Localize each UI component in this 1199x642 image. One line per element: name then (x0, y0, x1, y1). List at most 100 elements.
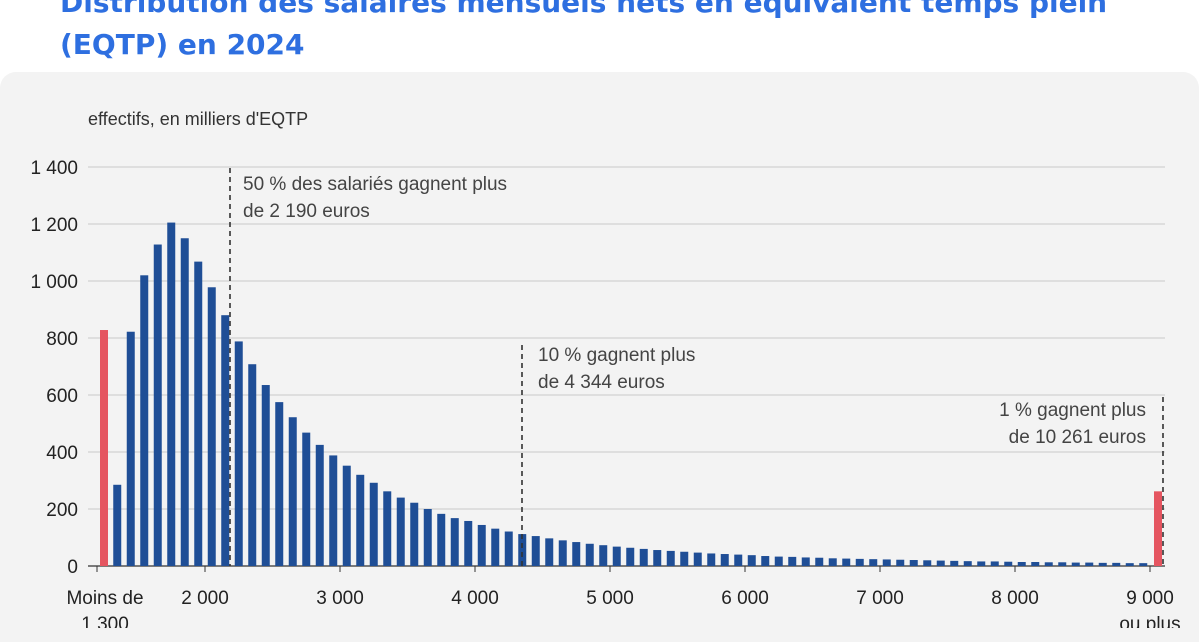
bar (923, 560, 932, 566)
x-tick-label: 6 000 (721, 588, 769, 609)
x-tick-label: 2 000 (181, 588, 229, 609)
bar (950, 560, 959, 566)
bar (194, 261, 203, 566)
bar (315, 444, 324, 566)
bar (275, 402, 284, 566)
bar (288, 417, 297, 566)
x-tick-label: 7 000 (856, 588, 904, 609)
bar (153, 244, 162, 566)
annotations: 50 % des salariés gagnent plus de 2 190 e… (229, 168, 1164, 566)
bar (126, 331, 135, 566)
y-tick-label: 200 (46, 500, 78, 521)
bar (599, 545, 608, 566)
annotation-text: de 10 261 euros (1009, 427, 1146, 448)
x-tick-label: 8 000 (991, 588, 1039, 609)
bar (167, 222, 176, 566)
salary-distribution-chart: effectifs, en milliers d'EQTP 0 200 400 600… (30, 109, 1181, 628)
bar (909, 560, 918, 566)
bar (261, 385, 270, 566)
y-tick-label: 0 (67, 557, 78, 578)
bar (815, 557, 824, 566)
bar (639, 548, 648, 566)
annotation-text: 10 % gagnent plus (538, 345, 695, 366)
bar (1098, 562, 1107, 566)
bar (1071, 562, 1080, 566)
bar (221, 315, 230, 566)
bar (693, 552, 702, 566)
y-tick-labels: 0 200 400 600 800 1 000 1 200 1 400 (30, 158, 78, 578)
x-tick-label: 9 000 (1126, 588, 1174, 609)
bar (464, 520, 473, 566)
bar (801, 557, 810, 566)
bar (1017, 562, 1026, 566)
bar (207, 287, 216, 566)
chart-title: Distribution des salaires mensuels nets … (60, 0, 1108, 61)
y-tick-label: 600 (46, 386, 78, 407)
bar (788, 556, 797, 566)
bar (140, 275, 149, 566)
bar (329, 455, 338, 566)
bar (1044, 562, 1053, 566)
x-tick-label: 5 000 (586, 588, 634, 609)
y-tick-label: 1 000 (30, 272, 78, 293)
bar (855, 558, 864, 566)
bar (248, 364, 257, 566)
bar (558, 540, 567, 566)
bar (680, 551, 689, 566)
bar (180, 238, 189, 566)
bar (747, 555, 756, 566)
bar (531, 536, 540, 566)
y-tick-label: 800 (46, 329, 78, 350)
bar (936, 560, 945, 566)
bar (477, 524, 486, 566)
x-tick-labels: 2 000 3 000 4 000 5 000 6 000 7 000 8 000 9 000… (66, 566, 1181, 628)
bar (113, 484, 122, 566)
bar (869, 559, 878, 566)
annotation-text: de 2 190 euros (243, 201, 370, 222)
x-tick-label-suffix: ou plus (1119, 614, 1180, 628)
bar (828, 558, 837, 566)
x-tick-label: 3 000 (316, 588, 364, 609)
annotation-text: 1 % gagnent plus (999, 400, 1146, 421)
bar (356, 474, 365, 566)
y-tick-label: 1 400 (30, 158, 78, 179)
bar (1058, 562, 1067, 566)
bars (100, 222, 1162, 566)
bar (437, 513, 446, 566)
bar (1125, 563, 1134, 566)
bar (882, 559, 891, 566)
bar (626, 547, 635, 566)
bar (653, 550, 662, 566)
bar (396, 497, 405, 566)
bar (302, 432, 311, 566)
bar (990, 561, 999, 566)
bar (1031, 562, 1040, 566)
bar (450, 518, 459, 566)
bar (423, 509, 432, 566)
bar (585, 543, 594, 566)
bar (383, 491, 392, 566)
bar (666, 550, 675, 566)
bar (234, 341, 243, 566)
bar (977, 561, 986, 566)
bar (720, 554, 729, 566)
x-tick-label-below: 1 300 (81, 614, 129, 628)
bar (410, 502, 419, 566)
bar (545, 538, 554, 566)
bar (963, 561, 972, 566)
bar (342, 465, 351, 566)
bar (491, 528, 500, 566)
bar (896, 559, 905, 566)
y-tick-label: 400 (46, 443, 78, 464)
bar (369, 482, 378, 566)
annotation-text: de 4 344 euros (538, 372, 665, 393)
y-axis-unit-label: effectifs, en milliers d'EQTP (88, 109, 308, 129)
bar-9000-plus (1154, 491, 1162, 566)
bar (761, 556, 770, 566)
y-tick-label: 1 200 (30, 215, 78, 236)
bar (842, 558, 851, 566)
x-tick-label: 4 000 (451, 588, 499, 609)
bar (1085, 562, 1094, 566)
bar (572, 542, 581, 566)
bar (1139, 563, 1148, 566)
